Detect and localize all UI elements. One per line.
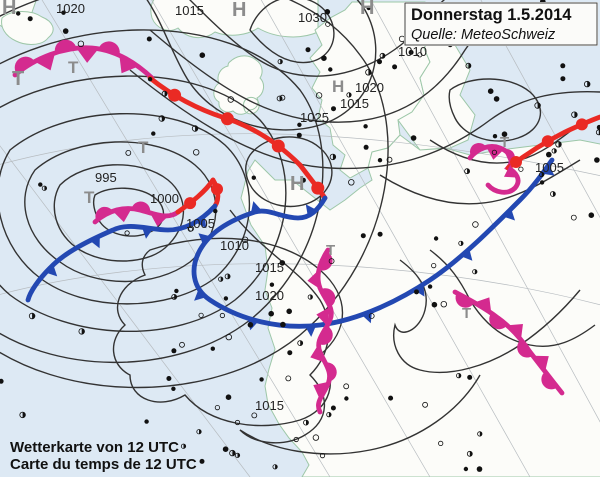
svg-text:1030: 1030	[298, 10, 327, 25]
svg-text:T: T	[462, 305, 471, 322]
svg-text:1015: 1015	[175, 3, 204, 18]
svg-text:1005: 1005	[535, 160, 564, 175]
svg-text:H: H	[232, 0, 246, 21]
svg-text:Wetterkarte von 12 UTC: Wetterkarte von 12 UTC	[10, 439, 179, 456]
svg-text:T: T	[326, 242, 335, 259]
svg-text:995: 995	[95, 170, 117, 185]
svg-text:T: T	[138, 138, 149, 157]
svg-text:H: H	[360, 0, 374, 19]
svg-text:H: H	[2, 0, 16, 19]
svg-text:T: T	[84, 188, 95, 207]
svg-text:1005: 1005	[186, 216, 215, 231]
svg-text:Quelle: MeteoSchweiz: Quelle: MeteoSchweiz	[411, 27, 556, 43]
svg-text:1015: 1015	[340, 96, 369, 111]
svg-text:1015: 1015	[255, 260, 284, 275]
svg-text:1010: 1010	[220, 238, 249, 253]
svg-text:Carte du temps de 12 UTC: Carte du temps de 12 UTC	[10, 456, 197, 473]
svg-text:H: H	[332, 77, 344, 96]
svg-text:1020: 1020	[355, 80, 384, 95]
svg-text:1020: 1020	[56, 1, 85, 16]
svg-text:1010: 1010	[398, 44, 427, 59]
svg-text:1015: 1015	[255, 398, 284, 413]
svg-text:T: T	[500, 134, 509, 151]
svg-text:H: H	[290, 173, 304, 195]
svg-text:T: T	[12, 68, 24, 90]
svg-text:T: T	[68, 58, 79, 77]
svg-text:Donnerstag 1.5.2014: Donnerstag 1.5.2014	[411, 6, 572, 24]
svg-text:1025: 1025	[300, 110, 329, 125]
svg-text:1020: 1020	[255, 288, 284, 303]
svg-text:1000: 1000	[150, 191, 179, 206]
